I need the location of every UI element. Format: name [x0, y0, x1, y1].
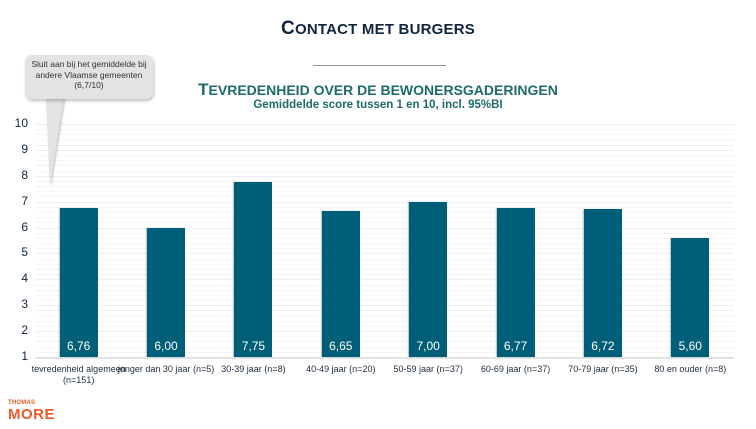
- gridline-minor: [35, 310, 734, 312]
- x-tick-label: 40-49 jaar (n=20): [306, 364, 376, 374]
- gridline-minor: [35, 284, 734, 286]
- gridline-minor: [35, 268, 734, 270]
- y-tick-label: 1: [21, 349, 28, 363]
- title-divider: [313, 65, 446, 66]
- callout-pointer: [46, 98, 64, 186]
- bar: 6,00: [147, 227, 186, 357]
- gridline-minor: [35, 341, 734, 343]
- y-tick-label: 2: [21, 323, 28, 338]
- gridline-minor: [35, 160, 734, 162]
- chart-subtitle: Gemiddelde score tussen 1 en 10, incl. 9…: [253, 99, 503, 111]
- gridline-minor: [35, 144, 734, 146]
- bar: 5,60: [671, 237, 710, 357]
- bar-value-label: 6,65: [329, 339, 353, 353]
- gridline-minor: [35, 248, 734, 250]
- gridline-minor: [35, 336, 734, 338]
- bar: 7,75: [234, 182, 273, 357]
- page-title-rest: ONTACT MET BURGERS: [294, 21, 475, 38]
- x-tick-label: 60-69 jaar (n=37): [480, 364, 551, 374]
- bar: 7,00: [409, 201, 448, 357]
- gridline-minor: [35, 237, 734, 239]
- gridline-minor: [35, 134, 734, 136]
- gridline-minor: [35, 206, 734, 208]
- y-tick-label: 6: [21, 219, 28, 234]
- y-tick-label: 5: [21, 245, 28, 260]
- bar-value-label: 6,77: [503, 339, 528, 353]
- bar-value-label: 5,60: [678, 339, 702, 353]
- x-axis-line: [35, 357, 734, 359]
- gridline-minor: [35, 186, 734, 188]
- gridline-minor: [35, 217, 734, 219]
- gridline-minor: [35, 139, 734, 141]
- bar: 6,72: [583, 208, 622, 357]
- x-tick-label: 80 en ouder (n=8): [654, 364, 727, 374]
- gridline-minor: [35, 294, 734, 296]
- gridline-major: [35, 279, 734, 281]
- logo-line2: MORE: [8, 406, 55, 423]
- bar-value-label: 7,00: [416, 339, 440, 353]
- gridline-minor: [35, 320, 734, 322]
- chart-title: TEVREDENHEID OVER DE BEWONERSGADERINGEN: [0, 80, 756, 100]
- gridline-minor: [35, 191, 734, 193]
- gridline-minor: [35, 258, 734, 260]
- chart-title-initial: T: [198, 80, 209, 99]
- page-title-initial: C: [281, 18, 295, 39]
- gridline-minor: [35, 170, 734, 172]
- gridline-minor: [35, 155, 734, 157]
- gridline-major: [35, 253, 734, 255]
- x-tick-label: 50-59 jaar (n=37): [393, 364, 463, 374]
- y-tick-label: 4: [21, 271, 28, 286]
- gridline-major: [35, 227, 734, 229]
- gridline-minor: [35, 289, 734, 291]
- bar: 6,77: [496, 207, 535, 357]
- gridline-major: [35, 149, 734, 151]
- gridline-major: [35, 124, 734, 125]
- y-tick-label: 7: [21, 193, 28, 208]
- bar-value-label: 6,00: [154, 339, 178, 353]
- gridline-minor: [35, 274, 734, 276]
- gridline-minor: [35, 351, 734, 353]
- gridline-minor: [35, 129, 734, 131]
- chart-title-rest: EVREDENHEID OVER DE BEWONERSGADERINGEN: [208, 82, 558, 98]
- gridline-minor: [35, 300, 734, 302]
- logo-line1: THOMAS: [8, 400, 36, 406]
- gridline-minor: [35, 232, 734, 234]
- y-tick-label: 3: [21, 297, 28, 312]
- bar: 6,76: [59, 207, 98, 357]
- plot-area: 6,76 6,00 7,75 6,65 7,00 6,77 6,72 5,60: [35, 124, 734, 359]
- gridline-minor: [35, 315, 734, 317]
- x-tick-label: 30-39 jaar (n=8): [221, 364, 286, 374]
- gridline-major: [35, 175, 734, 177]
- x-tick-label: tevredenheid algemeen (n=151): [31, 364, 126, 385]
- x-tick-label: jonger dan 30 jaar (n=5): [117, 364, 215, 374]
- page-title: CONTACT MET BURGERS: [0, 18, 756, 40]
- gridline-minor: [35, 346, 734, 348]
- gridline-major: [35, 201, 734, 203]
- gridline-major: [35, 331, 734, 333]
- bar-value-label: 6,72: [591, 339, 615, 353]
- gridline-minor: [35, 263, 734, 265]
- bar: 6,65: [321, 210, 360, 357]
- bar-value-label: 7,75: [241, 339, 266, 353]
- gridline-minor: [35, 243, 734, 245]
- callout-annotation: Sluit aan bij het gemiddelde bij andere …: [25, 55, 153, 99]
- bar-value-label: 6,76: [67, 339, 91, 353]
- gridline-major: [35, 305, 734, 307]
- y-tick-label: 10: [14, 116, 28, 130]
- y-tick-label: 8: [21, 167, 28, 182]
- gridline-minor: [35, 165, 734, 167]
- gridline-minor: [35, 212, 734, 214]
- gridline-minor: [35, 196, 734, 198]
- gridline-minor: [35, 222, 734, 224]
- thomas-more-logo: THOMAS MORE: [8, 400, 55, 422]
- y-tick-label: 9: [21, 141, 28, 156]
- gridline-minor: [35, 180, 734, 182]
- x-tick-label: 70-79 jaar (n=35): [568, 364, 638, 374]
- gridline-minor: [35, 325, 734, 327]
